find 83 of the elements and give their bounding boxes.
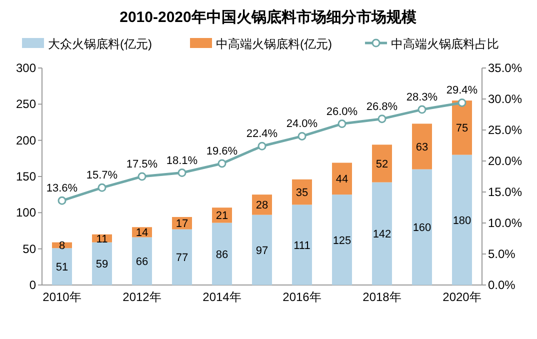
data-label: 125 (332, 234, 352, 247)
bar (372, 182, 392, 285)
data-label: 59 (96, 258, 108, 271)
data-label: 111 (294, 240, 310, 252)
bar (372, 144, 392, 182)
data-label: 86 (216, 248, 228, 261)
point (418, 105, 426, 114)
y-tick-label: 0 (29, 278, 36, 292)
bar (332, 162, 352, 195)
data-label: 44 (336, 174, 348, 186)
y2-tick-label: 35.0% (488, 61, 522, 75)
y-tick-label: 200 (16, 133, 36, 148)
y-tick-label: 150 (16, 170, 36, 184)
data-label: 180 (452, 214, 472, 227)
y2-tick-label: 25.0% (488, 123, 522, 137)
data-label: 142 (372, 228, 392, 241)
y2-tick-label: 0.0% (488, 278, 516, 292)
data-label: 26.8% (366, 100, 398, 113)
bar (52, 248, 72, 285)
bar (292, 204, 312, 285)
legend-label: 中高端火锅底料(亿元) (216, 37, 332, 51)
legend-label: 大众火锅底料(亿元) (48, 37, 152, 51)
data-label: 21 (216, 210, 228, 222)
x-tick-label: 2018年 (362, 290, 402, 304)
point (98, 183, 106, 192)
data-label: 29.4% (446, 84, 478, 97)
data-label: 28.3% (406, 92, 438, 104)
point (178, 168, 186, 178)
bar (412, 124, 432, 170)
bar (172, 229, 192, 285)
data-label: 28 (256, 200, 268, 212)
data-label: 26.0% (326, 106, 358, 118)
point (458, 98, 466, 107)
y2-tick-label: 15.0% (488, 185, 522, 199)
data-label: 35 (296, 187, 308, 200)
data-label: 63 (416, 141, 428, 154)
y-tick-label: 300 (16, 61, 36, 75)
bar (132, 237, 152, 285)
y-tick-label: 250 (16, 97, 36, 112)
data-label: 13.6% (46, 182, 78, 195)
data-label: 52 (376, 158, 388, 170)
x-tick-label: 2014年 (202, 290, 242, 304)
y2-tick-label: 20.0% (488, 154, 522, 168)
data-label: 14 (136, 227, 148, 240)
data-label: 97 (256, 244, 268, 257)
data-label: 66 (136, 256, 148, 268)
bar (452, 100, 472, 155)
y-tick-label: 50 (22, 242, 36, 256)
data-label: 17.5% (126, 158, 158, 170)
point (378, 114, 386, 124)
x-tick-label: 2012年 (122, 290, 162, 304)
x-tick-label: 2010年 (42, 290, 82, 304)
chart-title: 2010-2020年中国火锅底料市场细分市场规模 (120, 8, 418, 26)
point (218, 159, 226, 168)
data-label: 18.1% (166, 154, 198, 167)
data-label: 22.4% (246, 128, 278, 140)
data-label: 15.7% (86, 170, 118, 182)
bar (452, 154, 472, 285)
bar (252, 214, 272, 285)
point (338, 120, 346, 128)
x-tick-label: 2020年 (442, 290, 482, 304)
data-label: 160 (412, 222, 432, 234)
data-label: 17 (176, 218, 188, 230)
x-tick-label: 2016年 (282, 290, 322, 304)
data-label: 11 (96, 233, 108, 246)
point (298, 132, 306, 140)
data-label: 77 (176, 252, 188, 264)
y2-tick-label: 10.0% (488, 216, 522, 230)
bar (412, 169, 432, 285)
point (138, 172, 146, 181)
point (258, 142, 266, 150)
data-label: 51 (56, 262, 68, 274)
y2-tick-label: 30.0% (488, 92, 522, 106)
bar (212, 222, 232, 285)
y2-tick-label: 5.0% (488, 247, 516, 261)
legend-label: 中高端火锅底料占比 (391, 37, 499, 51)
y-tick-label: 100 (16, 206, 36, 220)
bar (332, 194, 352, 285)
data-label: 24.0% (286, 118, 318, 130)
data-label: 75 (456, 122, 468, 135)
data-label: 19.6% (206, 145, 238, 158)
point (58, 196, 66, 205)
bar (92, 242, 112, 285)
